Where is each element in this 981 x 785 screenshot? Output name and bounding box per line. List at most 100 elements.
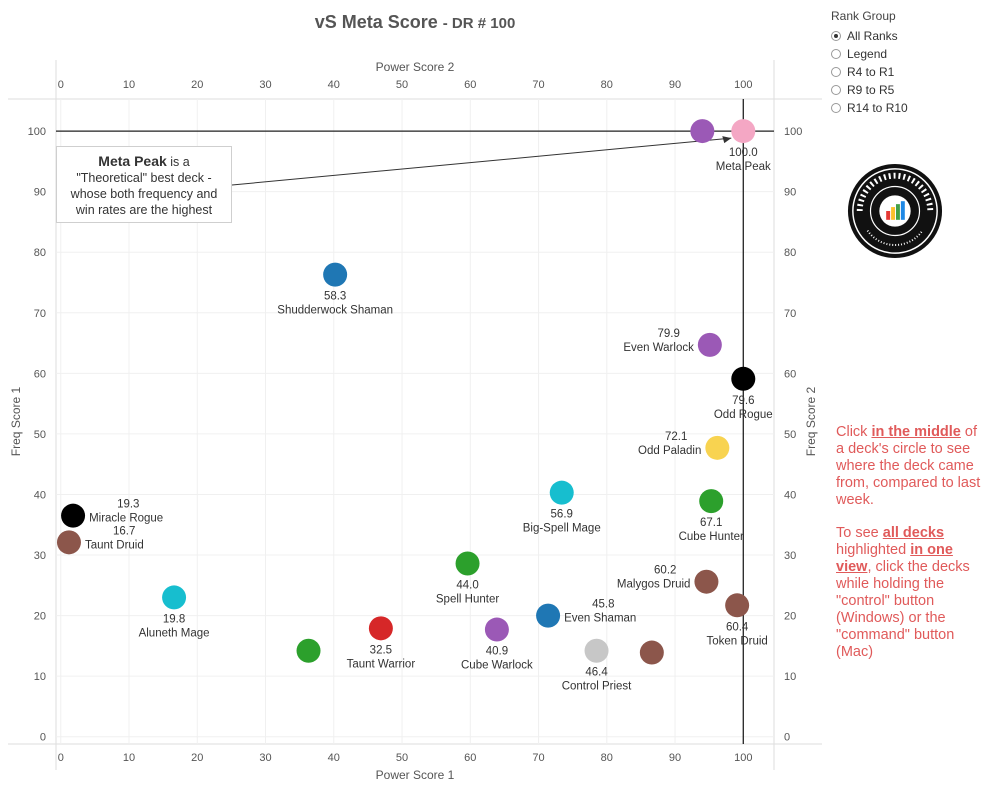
point-score-label: 72.1: [665, 431, 687, 443]
info-p1-em: in the middle: [871, 424, 961, 440]
point-even-shaman: [536, 603, 561, 628]
point-score-label: 67.1: [700, 517, 722, 529]
point-taunt-druid: [56, 530, 81, 555]
callout-arrow-line: [231, 137, 732, 186]
rank-option-label: R9 to R5: [847, 83, 895, 97]
x-tick-label: 20: [191, 752, 203, 764]
point-score-label: 44.0: [456, 580, 478, 592]
point-name-label: Odd Rogue: [714, 409, 773, 421]
radio-icon[interactable]: [831, 103, 841, 113]
point-name-label: Aluneth Mage: [139, 627, 210, 639]
point-name-label: Control Priest: [562, 681, 632, 693]
x2-axis-title: Power Score 2: [376, 60, 455, 74]
radio-icon[interactable]: [831, 31, 841, 41]
y-tick-label: 20: [34, 611, 46, 623]
point-name-label: Cube Hunter: [679, 531, 744, 543]
rank-option-label: All Ranks: [847, 29, 898, 43]
point-spell-hunter: [455, 551, 480, 576]
point-name-label: Big-Spell Mage: [523, 523, 601, 535]
point-meta-peak: [731, 119, 756, 144]
callout-arrowhead: [722, 136, 732, 144]
rank-option-r4-to-r1[interactable]: R4 to R1: [831, 63, 908, 81]
y2-tick-label: 40: [784, 489, 796, 501]
point-score-label: 19.3: [117, 499, 139, 511]
y-tick-label: 90: [34, 187, 46, 199]
rank-option-all-ranks[interactable]: All Ranks: [831, 27, 908, 45]
x-tick-label: 40: [328, 752, 340, 764]
rank-group-label: Rank Group: [831, 9, 896, 23]
callout-text3: whose both frequency and: [70, 187, 218, 201]
point-malygos-druid: [694, 569, 719, 594]
radio-icon[interactable]: [831, 49, 841, 59]
y-tick-label: 70: [34, 308, 46, 320]
radio-icon[interactable]: [831, 85, 841, 95]
y2-tick-label: 20: [784, 611, 796, 623]
y-tick-label: 30: [34, 550, 46, 562]
info-p2-em1: all decks: [882, 525, 945, 541]
point-miracle-rogue: [61, 503, 86, 528]
callout-bold: Meta Peak: [98, 153, 167, 169]
y2-tick-label: 30: [784, 550, 796, 562]
rank-option-legend[interactable]: Legend: [831, 45, 908, 63]
x-tick-label: 60: [464, 752, 476, 764]
x2-tick-label: 80: [601, 79, 613, 91]
rank-option-label: Legend: [847, 47, 888, 61]
point-name-label: Even Warlock: [623, 342, 694, 354]
x2-tick-label: 40: [328, 79, 340, 91]
y2-tick-label: 70: [784, 308, 796, 320]
y-tick-label: 0: [40, 732, 46, 744]
instructions-panel: Click in the middle of a deck's circle t…: [836, 424, 981, 677]
y2-tick-label: 50: [784, 429, 796, 441]
point-score-label: 56.9: [551, 509, 573, 521]
point-name-label: Taunt Warrior: [347, 658, 416, 670]
y-tick-label: 40: [34, 489, 46, 501]
y-tick-label: 50: [34, 429, 46, 441]
info-p2-c: , click the decks while holding the "con…: [836, 559, 970, 660]
point-name-label: Token Druid: [706, 635, 767, 647]
x-tick-label: 90: [669, 752, 681, 764]
rank-option-label: R14 to R10: [847, 101, 908, 115]
info-p1-b: of a deck's circle to see where the deck…: [836, 424, 981, 508]
rank-group-filter: Rank Group All Ranks Legend R4 to R1 R9 to …: [831, 9, 908, 117]
x-tick-label: 0: [58, 752, 64, 764]
point-name-label: Malygos Druid: [617, 579, 691, 591]
point-even-warlock: [697, 332, 722, 357]
point-cube-warlock: [484, 617, 509, 642]
chart-title-main: vS Meta Score: [314, 12, 438, 32]
x-tick-label: 30: [259, 752, 271, 764]
info-p2-b: highlighted: [836, 542, 907, 558]
point-score-label: 79.9: [657, 328, 679, 340]
x-tick-label: 10: [123, 752, 135, 764]
y2-tick-label: 10: [784, 671, 796, 683]
callout-text2: "Theoretical" best deck -: [76, 171, 212, 185]
chart-title-sub: - DR # 100: [442, 15, 516, 32]
x-tick-label: 80: [601, 752, 613, 764]
point-unlabeled: [690, 119, 715, 144]
point-name-label: Cube Warlock: [461, 660, 533, 672]
y2-axis-title: Freq Score 2: [804, 386, 818, 456]
y-tick-label: 100: [28, 126, 46, 138]
point-taunt-warrior: [368, 616, 393, 641]
point-score-label: 19.8: [163, 613, 185, 625]
y2-tick-label: 0: [784, 732, 790, 744]
point-odd-paladin: [705, 435, 730, 460]
point-name-label: Taunt Druid: [85, 539, 144, 551]
x2-tick-label: 100: [734, 79, 752, 91]
point-score-label: 79.6: [732, 395, 754, 407]
point-aluneth-mage: [162, 585, 187, 610]
point-score-label: 60.2: [654, 565, 676, 577]
point-score-label: 58.3: [324, 291, 346, 303]
y2-tick-label: 100: [784, 126, 802, 138]
point-name-label: Spell Hunter: [436, 594, 499, 606]
rank-option-r9-to-r5[interactable]: R9 to R5: [831, 81, 908, 99]
point-control-priest: [584, 638, 609, 663]
point-name-label: Meta Peak: [716, 161, 771, 173]
y-tick-label: 80: [34, 247, 46, 259]
info-p2-em2: in one view: [836, 542, 953, 575]
point-big-spell-mage: [549, 480, 574, 505]
point-name-label: Odd Paladin: [638, 445, 701, 457]
radio-icon[interactable]: [831, 67, 841, 77]
rank-option-r14-to-r10[interactable]: R14 to R10: [831, 99, 908, 117]
point-score-label: 60.4: [726, 621, 749, 633]
x2-tick-label: 10: [123, 79, 135, 91]
